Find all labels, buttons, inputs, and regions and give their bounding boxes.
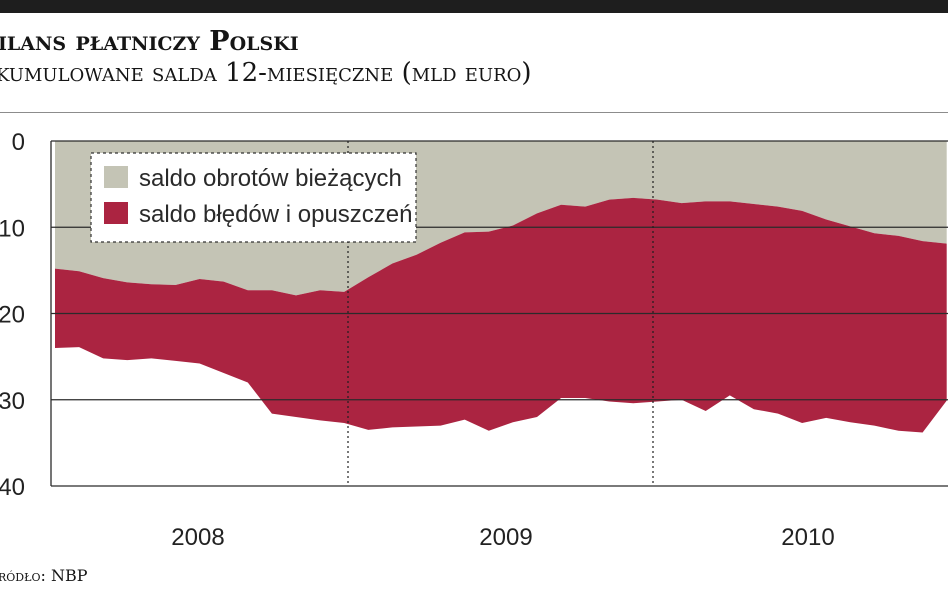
chart-title: ilans płatniczy Polski <box>0 26 299 57</box>
x-tick-2010: 2010 <box>781 524 834 551</box>
y-tick-20: 20 <box>0 302 25 329</box>
top-bar <box>0 0 948 13</box>
legend-box <box>90 152 417 243</box>
x-tick-2009: 2009 <box>479 524 532 551</box>
legend-swatch-2 <box>104 202 128 224</box>
y-tick-30: 30 <box>0 388 25 415</box>
header-divider <box>0 112 948 113</box>
chart-subtitle: kumulowane salda 12-miesięczne (mld euro… <box>0 58 532 88</box>
area-saldo-bledow-i-opuszczen <box>55 197 947 433</box>
y-tick-10: 10 <box>0 215 25 242</box>
y-tick-0: 0 <box>12 129 25 156</box>
legend: saldo obrotów bieżących saldo błędów i op… <box>90 152 417 243</box>
y-tick-40: 40 <box>0 474 25 501</box>
legend-swatch-1 <box>104 166 128 188</box>
x-tick-2008: 2008 <box>171 524 224 551</box>
balance-of-payments-chart: 0 10 20 30 40 2008 2009 2010 saldo obrotów bież… <box>0 129 948 551</box>
legend-label-2: saldo błędów i opuszczeń <box>139 201 413 228</box>
legend-label-1: saldo obrotów bieżących <box>139 165 402 192</box>
source-note: ródło: NBP <box>0 566 88 585</box>
